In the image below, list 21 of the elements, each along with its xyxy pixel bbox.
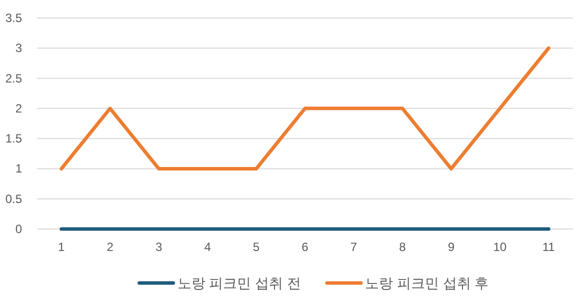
y-tick-label: 2.5 [5, 71, 22, 86]
y-tick-label: 0.5 [5, 192, 22, 206]
x-tick-label: 5 [252, 240, 260, 254]
legend-label: 노랑 피크민 섭취 전 [177, 275, 301, 291]
x-tick-label: 9 [448, 240, 455, 254]
x-tick-label: 4 [204, 240, 212, 254]
x-tick-label: 10 [493, 240, 507, 254]
y-tick-label: 1 [15, 162, 22, 176]
legend-label: 노랑 피크민 섭취 후 [365, 275, 489, 291]
y-tick-label: 3.5 [5, 11, 22, 25]
x-tick-label: 7 [350, 240, 358, 254]
x-tick-label: 8 [399, 240, 406, 254]
y-tick-label: 2 [15, 101, 22, 116]
x-tick-label: 1 [58, 240, 66, 254]
x-tick-label: 3 [155, 240, 162, 254]
y-tick-label: 0 [15, 222, 22, 236]
x-tick-label: 6 [302, 240, 309, 254]
x-tick-label: 11 [542, 240, 556, 254]
x-tick-label: 2 [106, 240, 114, 254]
y-tick-label: 1.5 [5, 132, 22, 146]
y-tick-label: 3 [15, 41, 22, 56]
